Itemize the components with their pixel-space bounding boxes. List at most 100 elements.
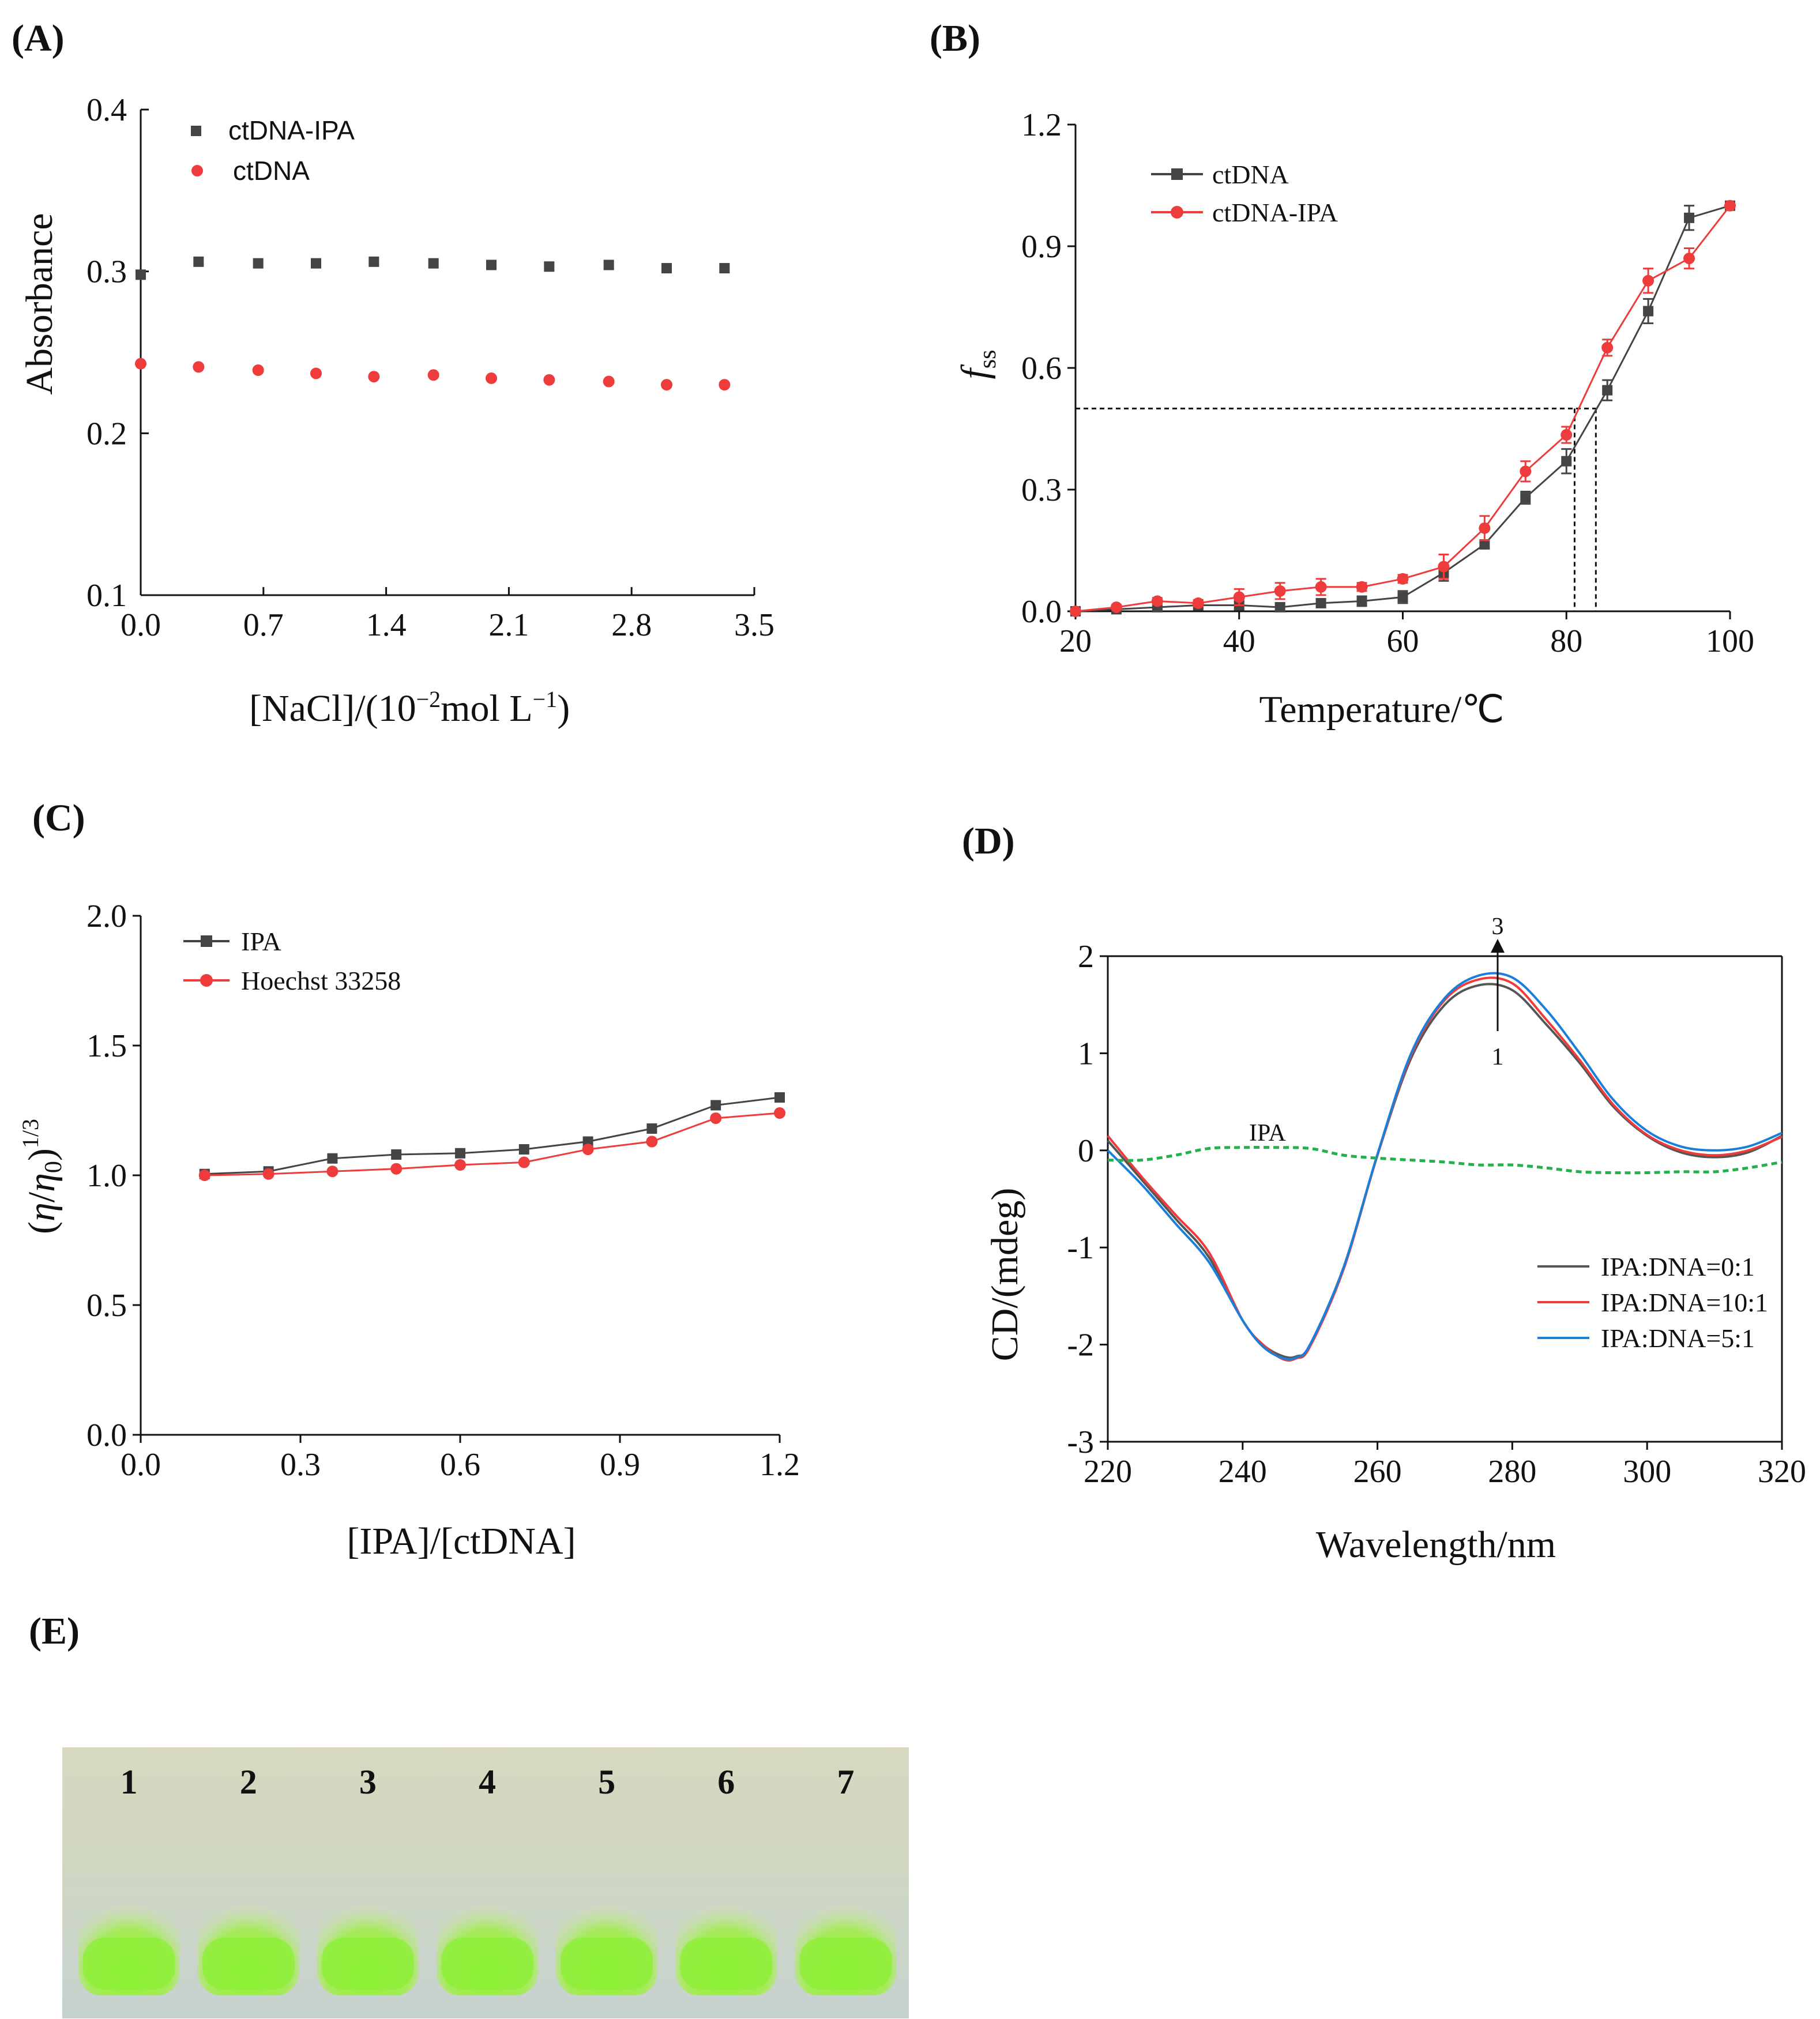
legend-label-ratio-0: IPA:DNA=0:1 bbox=[1601, 1252, 1755, 1281]
data-point bbox=[1356, 581, 1368, 593]
panel-c-y-axis-label: (η/η0)1/3 bbox=[17, 1119, 67, 1234]
cd-curve bbox=[1107, 1146, 1783, 1175]
y-tick-label: 2.0 bbox=[87, 898, 127, 934]
x-tick-label: 240 bbox=[1219, 1454, 1267, 1490]
x-tick-label: 260 bbox=[1353, 1454, 1402, 1490]
legend-label-ratio-10: IPA:DNA=10:1 bbox=[1601, 1288, 1768, 1317]
panel-d-y-axis-label: CD/(mdeg) bbox=[984, 1188, 1026, 1362]
data-point bbox=[518, 1156, 530, 1168]
legend-label-ipa: IPA bbox=[241, 927, 281, 956]
lane-label: 6 bbox=[717, 1763, 735, 1801]
panel-b-label: (B) bbox=[930, 17, 980, 59]
x-tick-label: 0.3 bbox=[280, 1447, 321, 1483]
data-point bbox=[368, 371, 380, 383]
lane-label: 3 bbox=[359, 1763, 377, 1801]
data-point bbox=[1479, 522, 1491, 534]
legend-label-ctdna: ctDNA bbox=[233, 156, 310, 186]
panel-a-label: (A) bbox=[12, 17, 65, 59]
data-point bbox=[1151, 595, 1163, 607]
y-tick-label: 0.5 bbox=[87, 1288, 127, 1324]
y-tick-label: 0.6 bbox=[1021, 351, 1062, 386]
ipa-curve-label: IPA bbox=[1249, 1120, 1286, 1146]
data-point bbox=[1192, 597, 1204, 609]
data-point bbox=[774, 1092, 785, 1103]
data-point bbox=[326, 1165, 339, 1178]
lane-label: 5 bbox=[598, 1763, 615, 1801]
x-tick-label: 80 bbox=[1550, 623, 1582, 659]
data-point bbox=[1110, 601, 1122, 613]
y-tick-label: -1 bbox=[1067, 1230, 1094, 1266]
x-tick-label: 1.2 bbox=[759, 1447, 800, 1483]
data-point bbox=[1724, 200, 1736, 212]
x-tick-label: 60 bbox=[1387, 623, 1419, 659]
panel-d-plot-area bbox=[1107, 972, 1783, 1362]
panel-b-x-axis-label: Temperature/℃ bbox=[1259, 689, 1505, 731]
data-point bbox=[486, 260, 497, 270]
legend-marker-ctdna-ipa-b bbox=[1171, 206, 1183, 219]
data-point bbox=[719, 263, 730, 274]
y-tick-label: 0.1 bbox=[87, 578, 127, 614]
data-point bbox=[391, 1149, 402, 1160]
panel-c-legend: IPA Hoechst 33258 bbox=[183, 927, 401, 995]
data-point bbox=[198, 1170, 210, 1181]
data-point bbox=[518, 1144, 529, 1155]
panel-b: (B) 20 40 60 80 100 0.0 0.3 0.6 0.9 1.2 ctDNA ctD… bbox=[930, 17, 1754, 731]
data-point bbox=[193, 361, 205, 373]
data-point bbox=[661, 263, 672, 274]
legend-marker-ctdna bbox=[191, 165, 203, 176]
x-tick-label: 0.6 bbox=[440, 1447, 480, 1483]
data-point bbox=[543, 374, 555, 386]
legend-label-ctdna-ipa-b: ctDNA-IPA bbox=[1212, 198, 1338, 227]
x-tick-label: 0.9 bbox=[600, 1447, 640, 1483]
data-point bbox=[1683, 253, 1695, 265]
data-point bbox=[486, 372, 497, 384]
panel-a-ticks: 0.0 0.7 1.4 2.1 2.8 3.5 0.1 0.2 0.3 0.4 bbox=[87, 92, 774, 643]
series-line bbox=[204, 1096, 780, 1175]
panel-d-label: (D) bbox=[962, 820, 1015, 862]
y-tick-label: 0.3 bbox=[87, 254, 127, 290]
y-tick-label: 0.0 bbox=[87, 1418, 127, 1453]
panel-b-legend: ctDNA ctDNA-IPA bbox=[1151, 160, 1338, 227]
data-point bbox=[1560, 429, 1573, 441]
panel-d-annotations: IPA 3 1 bbox=[1249, 913, 1505, 1146]
gel-band-core bbox=[441, 1938, 533, 1990]
data-point bbox=[1479, 539, 1490, 550]
data-point bbox=[1233, 591, 1245, 603]
data-point bbox=[1602, 385, 1613, 396]
panel-b-plot-area bbox=[1070, 200, 1736, 617]
arrow-label-top: 3 bbox=[1492, 913, 1504, 940]
data-point bbox=[327, 1153, 338, 1164]
legend-marker-hoechst bbox=[200, 974, 213, 987]
panel-c-label: (C) bbox=[32, 797, 85, 839]
x-tick-label: 1.4 bbox=[366, 607, 407, 643]
legend-marker-ipa bbox=[201, 935, 212, 947]
y-tick-label: 0.0 bbox=[1021, 594, 1062, 630]
data-point bbox=[253, 258, 264, 269]
data-point bbox=[710, 1100, 721, 1111]
data-point bbox=[193, 256, 204, 267]
y-tick-label: 1 bbox=[1078, 1036, 1094, 1071]
data-point bbox=[582, 1136, 593, 1147]
legend-marker-ctdna-ipa bbox=[191, 126, 201, 136]
x-tick-label: 2.8 bbox=[611, 607, 652, 643]
y-tick-label: -3 bbox=[1067, 1424, 1094, 1460]
legend-label-hoechst: Hoechst 33258 bbox=[241, 966, 401, 995]
data-point bbox=[310, 367, 322, 379]
y-tick-label: 1.2 bbox=[1021, 107, 1062, 143]
x-tick-label: 2.1 bbox=[488, 607, 529, 643]
x-tick-label: 320 bbox=[1758, 1454, 1806, 1490]
data-point bbox=[603, 375, 615, 388]
panel-b-y-axis-label: fss bbox=[954, 349, 1001, 379]
data-point bbox=[1315, 581, 1327, 593]
data-point bbox=[311, 258, 321, 269]
panel-b-ticks: 20 40 60 80 100 0.0 0.3 0.6 0.9 1.2 bbox=[1021, 107, 1754, 659]
data-point bbox=[603, 260, 614, 270]
data-point bbox=[428, 258, 439, 269]
data-point bbox=[262, 1168, 274, 1180]
data-point bbox=[1601, 341, 1614, 354]
lane-label: 2 bbox=[240, 1763, 257, 1801]
panel-e-label: (E) bbox=[29, 1610, 80, 1652]
panel-c-plot-area bbox=[198, 1092, 785, 1181]
